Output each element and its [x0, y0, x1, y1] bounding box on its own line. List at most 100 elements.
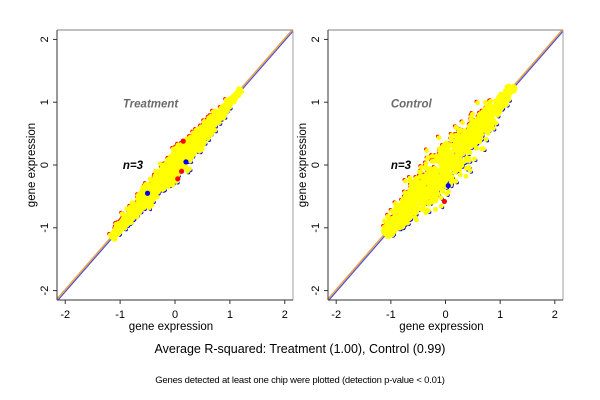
data-point-yellow [183, 164, 189, 170]
data-point-yellow [433, 206, 438, 212]
data-point-yellow [473, 145, 479, 151]
data-point-yellow [449, 132, 455, 138]
data-point-yellow [453, 163, 459, 169]
data-point-yellow [403, 178, 408, 184]
x-tick-label: -2 [60, 309, 70, 321]
data-point-yellow [504, 102, 510, 107]
data-point-yellow [140, 201, 146, 206]
data-point-yellow [112, 227, 118, 233]
data-point-yellow [184, 136, 190, 142]
data-point-yellow [419, 187, 425, 193]
data-point-yellow [205, 129, 211, 135]
data-point-yellow [426, 167, 431, 172]
y-tick-label: 0 [310, 162, 322, 168]
data-point-yellow [484, 111, 490, 116]
data-point-yellow [137, 201, 143, 206]
data-point-yellow [421, 206, 427, 212]
data-point-yellow [463, 173, 469, 179]
data-point-yellow [218, 106, 224, 112]
data-point-yellow [466, 164, 472, 170]
data-point-yellow [151, 178, 157, 184]
scatter-panel-control: -2 -1 0 1 2 -2 -1 0 1 2 gene expression gene expres… [297, 29, 564, 333]
data-point-yellow [402, 214, 408, 220]
x-tick-label: 0 [172, 309, 178, 321]
data-point-yellow [135, 195, 141, 201]
data-point-yellow [429, 181, 435, 187]
data-point-yellow [198, 145, 204, 151]
data-point-yellow [186, 140, 192, 146]
outlier-point-blue [144, 190, 151, 196]
data-point-yellow [459, 144, 465, 150]
data-point-yellow [206, 115, 212, 121]
data-point-yellow [436, 135, 442, 141]
scatter-panel-treatment: -2 -1 0 1 2 -2 -1 0 1 2 gene expression gene expres… [26, 29, 294, 333]
data-point-yellow [468, 121, 474, 127]
data-point-yellow [468, 116, 474, 122]
data-point-yellow [477, 111, 483, 117]
data-point-yellow [157, 181, 162, 187]
data-point-yellow [157, 176, 163, 181]
x-tick-label: -1 [386, 309, 396, 321]
x-tick-label: 1 [227, 309, 233, 321]
data-point-yellow [162, 180, 168, 186]
data-point-yellow [394, 218, 400, 224]
data-point-yellow [152, 184, 158, 189]
data-point-yellow [459, 161, 465, 167]
outlier-point-red [441, 198, 448, 205]
data-point-yellow [168, 154, 173, 159]
outlier-point-red [178, 168, 185, 174]
data-point-yellow [178, 155, 184, 161]
data-point-yellow [171, 174, 177, 179]
data-point-yellow [187, 158, 193, 164]
data-point-yellow [143, 181, 149, 187]
data-point-yellow [512, 86, 517, 91]
data-point-yellow [453, 141, 459, 147]
data-point-yellow [470, 127, 476, 133]
data-point-yellow [124, 218, 130, 224]
data-point-yellow [493, 120, 499, 126]
data-point-yellow [446, 150, 452, 155]
data-point-yellow [480, 122, 486, 128]
data-point-yellow [394, 212, 400, 217]
data-point-yellow [441, 142, 447, 148]
data-point-yellow [440, 183, 445, 189]
data-point-yellow [453, 178, 458, 184]
sample-count-annotation: n=3 [123, 160, 144, 172]
data-point-yellow [434, 172, 440, 178]
data-point-yellow [161, 186, 167, 192]
data-point-yellow [175, 172, 181, 178]
data-point-yellow [407, 189, 413, 195]
data-point-yellow [418, 169, 424, 175]
data-point-yellow [413, 177, 418, 183]
data-point-yellow [439, 160, 444, 166]
data-point-yellow [433, 153, 439, 159]
data-point-yellow [408, 197, 414, 203]
data-point-yellow [209, 125, 215, 131]
data-point-yellow [494, 103, 500, 109]
data-point-yellow [424, 148, 430, 153]
data-point-yellow [485, 130, 491, 136]
data-point-yellow [440, 164, 446, 170]
data-point-yellow [450, 160, 456, 166]
data-point-yellow [198, 132, 204, 137]
data-point-yellow [423, 210, 429, 216]
data-point-yellow [434, 188, 440, 194]
data-point-yellow [445, 157, 451, 163]
data-point-yellow [389, 225, 394, 231]
data-point-yellow [184, 144, 190, 149]
data-point-yellow [468, 138, 473, 143]
data-point-yellow [450, 154, 456, 160]
y-axis-label: gene expression [26, 123, 38, 207]
outlier-point-yellow [425, 154, 431, 161]
data-point-yellow [415, 192, 421, 198]
data-point-yellow [211, 113, 217, 118]
data-point-yellow [451, 147, 456, 153]
data-point-yellow [170, 180, 176, 186]
data-point-yellow [389, 218, 395, 224]
data-point-yellow [199, 124, 205, 130]
y-tick-label: -2 [39, 286, 51, 296]
data-point-yellow [184, 168, 190, 174]
data-point-yellow [475, 100, 480, 106]
data-point-yellow [467, 150, 473, 156]
data-point-yellow [192, 142, 198, 148]
